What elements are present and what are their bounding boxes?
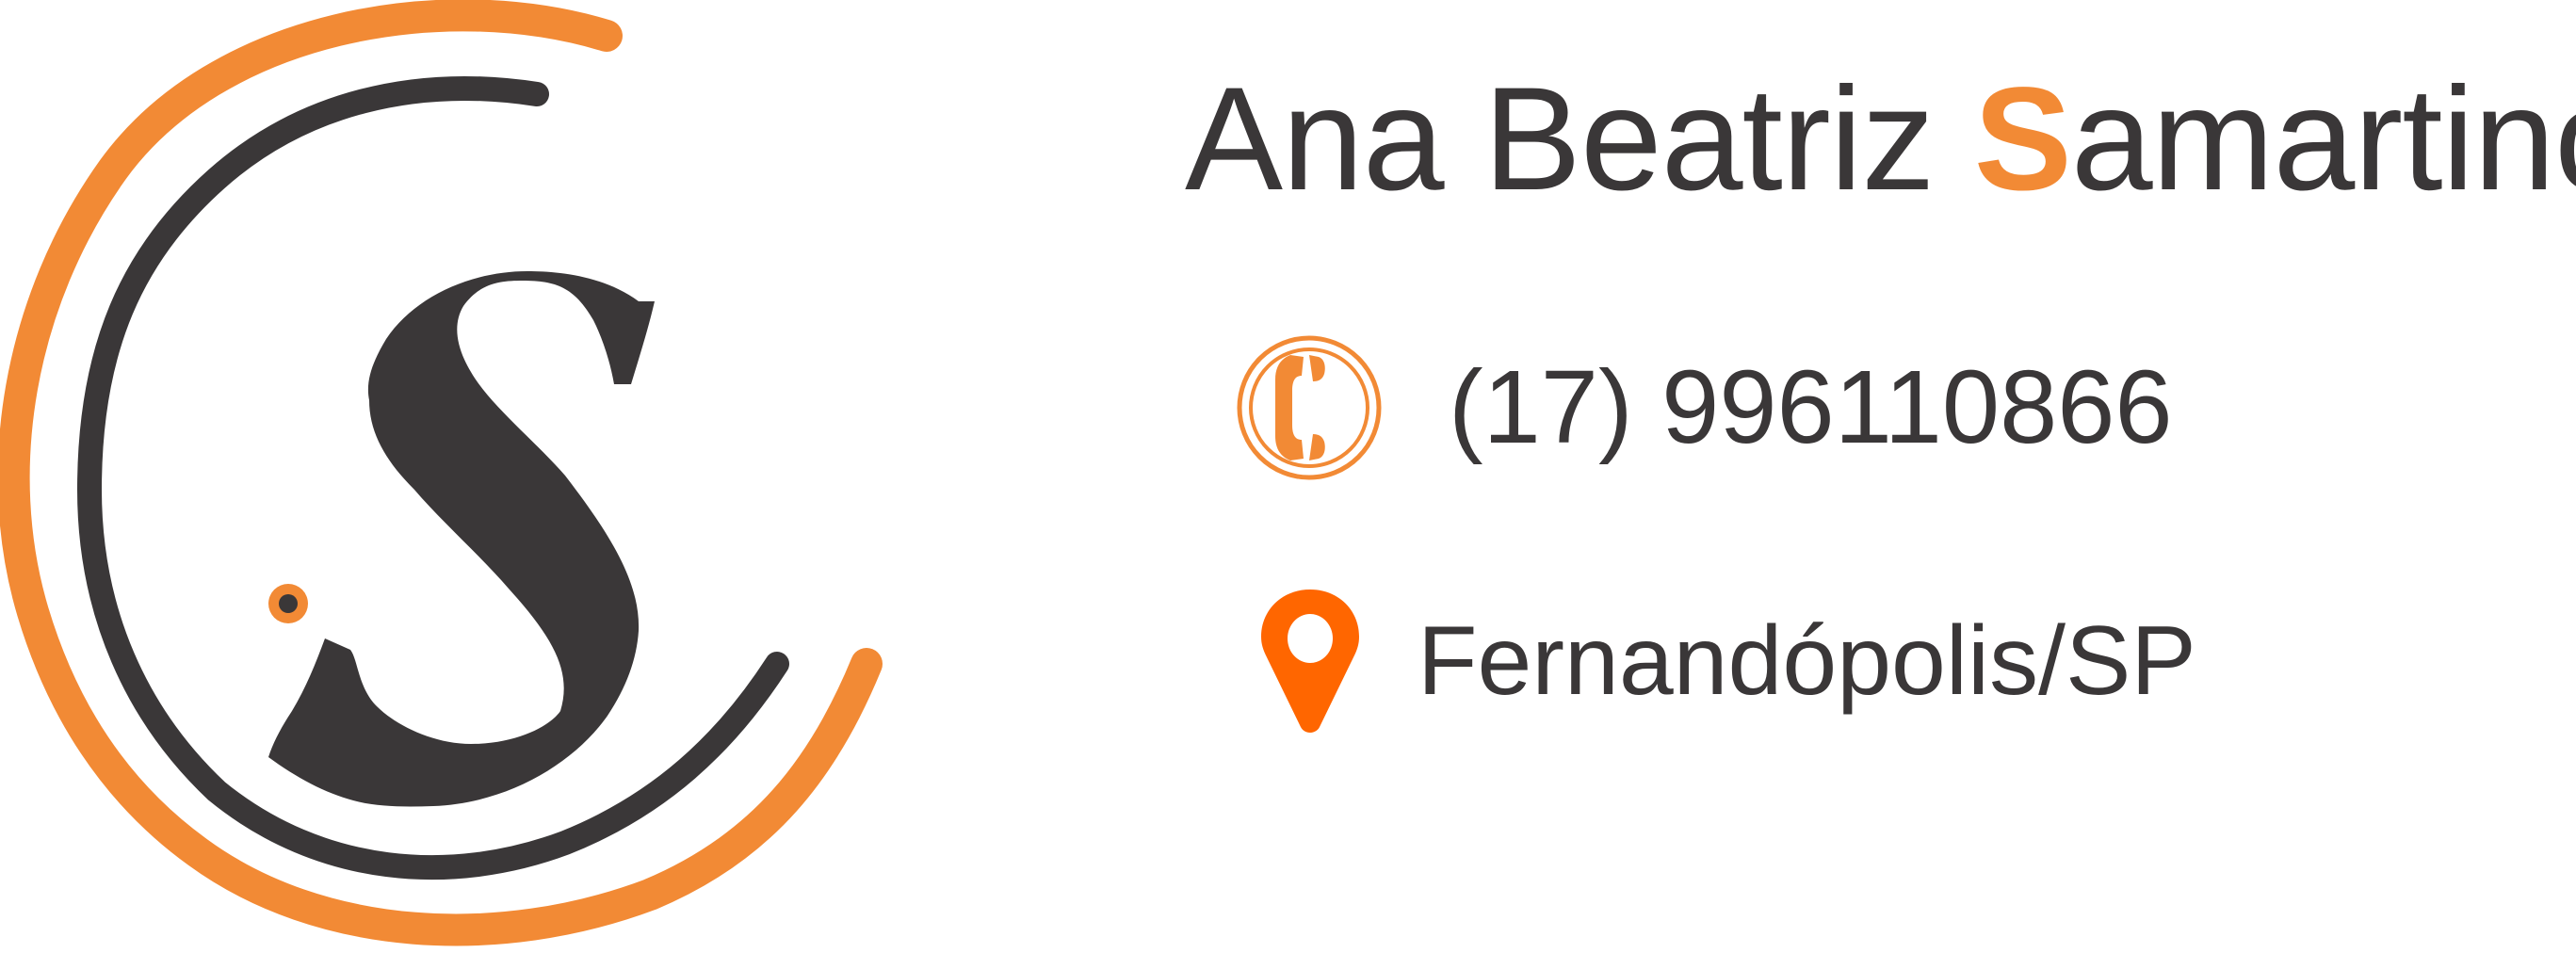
name-prefix: Ana Beatriz: [1185, 57, 1974, 221]
outer-orange-arc: [0, 0, 883, 946]
location-row: Fernandópolis/SP: [1257, 586, 2196, 736]
stylized-s-letter: [268, 271, 655, 807]
phone-icon: [1237, 335, 1382, 480]
phone-row: (17) 996110866: [1236, 334, 2173, 481]
map-pin-icon: [1261, 590, 1359, 733]
person-name: Ana Beatriz Samartino: [1185, 66, 2576, 213]
phone-number: (17) 996110866: [1449, 349, 2173, 465]
location-text: Fernandópolis/SP: [1418, 606, 2196, 716]
name-accent-letter: S: [1973, 57, 2072, 221]
name-suffix: amartino: [2070, 57, 2576, 221]
inner-dark-arc: [76, 76, 789, 880]
accent-dot-center: [279, 594, 298, 613]
s-monogram-logo: [0, 0, 883, 946]
